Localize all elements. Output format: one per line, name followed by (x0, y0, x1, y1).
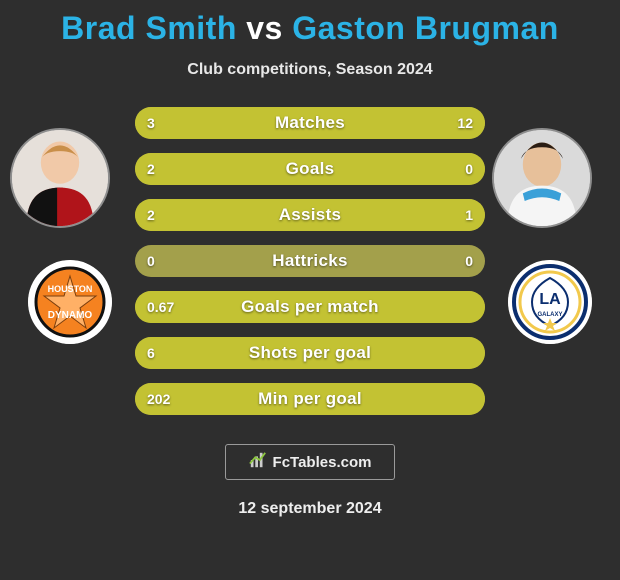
comparison-title: Brad Smith vs Gaston Brugman (0, 0, 620, 47)
stat-row: Goals20 (135, 153, 485, 185)
player1-club-badge: HOUSTON DYNAMO (28, 260, 112, 344)
svg-text:LA: LA (539, 291, 561, 308)
stat-row: Matches312 (135, 107, 485, 139)
site-attribution: FcTables.com (225, 444, 395, 480)
stat-row: Shots per goal6 (135, 337, 485, 369)
player1-name: Brad Smith (61, 10, 237, 46)
stat-row: Hattricks0 0 (135, 245, 485, 277)
svg-text:GALAXY: GALAXY (537, 312, 562, 318)
bar-left-fill (135, 383, 485, 415)
bar-left-fill (135, 291, 485, 323)
bar-right-fill (205, 107, 485, 139)
subtitle: Club competitions, Season 2024 (0, 61, 620, 79)
footer-date: 12 september 2024 (0, 500, 620, 518)
bar-left-fill (135, 153, 485, 185)
stat-row: Min per goal202 (135, 383, 485, 415)
bar-left-fill (135, 199, 368, 231)
player1-avatar (10, 128, 110, 228)
stat-row: Assists21 (135, 199, 485, 231)
stat-value-right: 0 (465, 253, 473, 269)
svg-text:HOUSTON: HOUSTON (48, 284, 93, 294)
stat-row: Goals per match0.67 (135, 291, 485, 323)
player2-avatar (492, 128, 592, 228)
site-name: FcTables.com (273, 454, 372, 471)
vs-text: vs (246, 10, 283, 46)
chart-icon (249, 451, 267, 473)
bar-left-fill (135, 337, 485, 369)
stat-bars: Matches312 Goals20 Assists21 Hattricks0 0 Goa… (135, 107, 485, 415)
svg-text:DYNAMO: DYNAMO (48, 310, 93, 321)
bar-right-fill (368, 199, 485, 231)
stat-value-left: 0 (147, 253, 155, 269)
player2-club-badge: LA GALAXY (508, 260, 592, 344)
bar-left-fill (135, 107, 205, 139)
player2-name: Gaston Brugman (292, 10, 559, 46)
stat-label: Hattricks (135, 251, 485, 271)
